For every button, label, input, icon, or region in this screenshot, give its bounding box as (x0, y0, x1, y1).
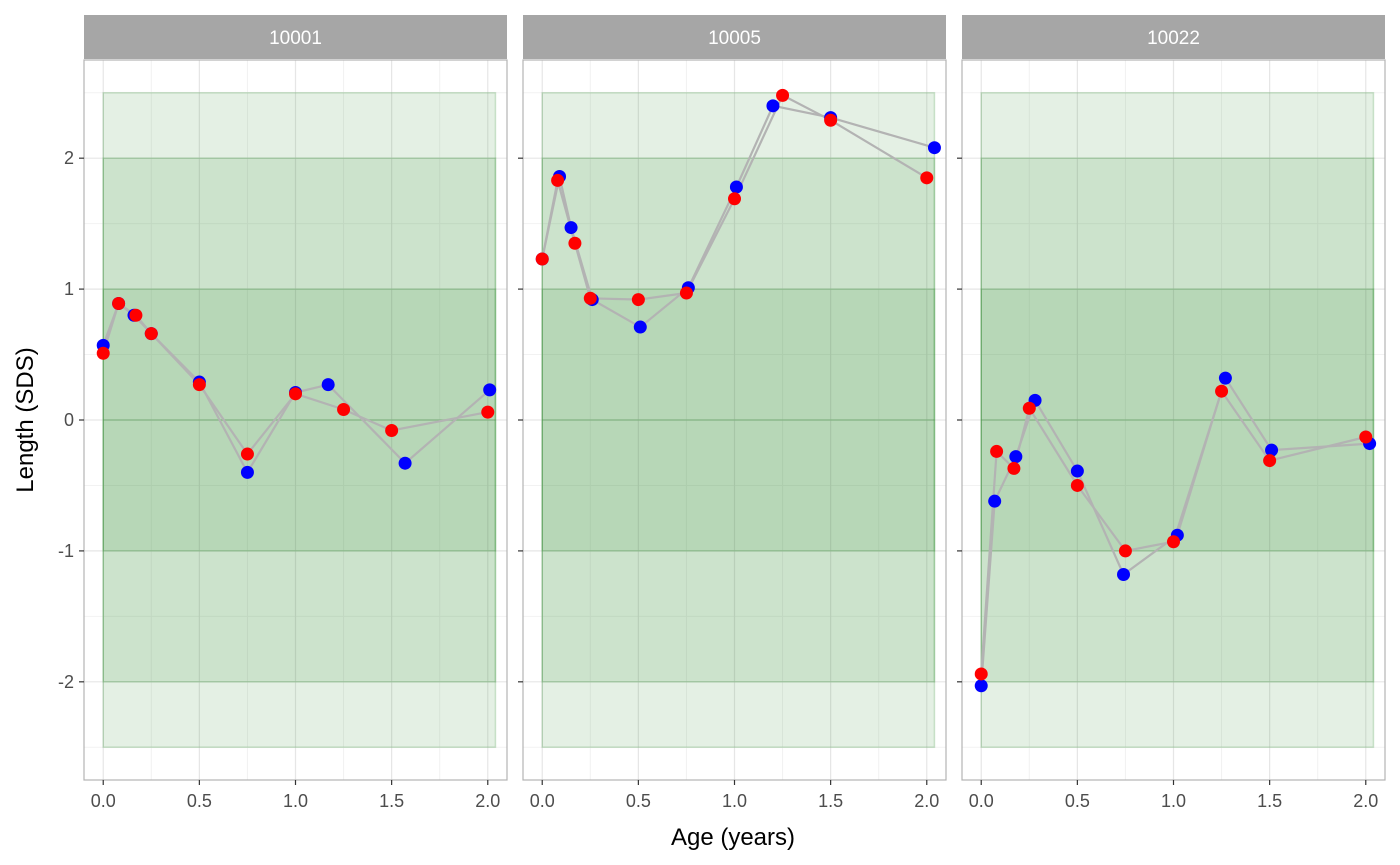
data-point-red (337, 403, 351, 417)
x-tick-label: 0.0 (969, 791, 994, 811)
data-point-blue (564, 221, 578, 235)
data-point-red (1167, 535, 1180, 549)
facet-panel-10005: 10005 0.0 0.5 1.0 1.5 2.0 (518, 15, 947, 811)
data-point-red (824, 113, 838, 127)
series-line-blue (541, 104, 935, 329)
y-tick-label: -1 (58, 541, 74, 561)
data-point-blue (240, 465, 254, 479)
data-point-blue (1117, 567, 1131, 581)
x-tick-label: 1.0 (1161, 791, 1186, 811)
data-point-red (481, 405, 495, 419)
x-tick-label: 1.0 (283, 791, 308, 811)
facet-strip-label: 10005 (708, 28, 761, 49)
data-point-blue (766, 99, 780, 113)
data-point-blue (988, 494, 1002, 508)
data-point-red (1070, 478, 1084, 492)
data-point-red (583, 291, 597, 305)
data-point-blue (1218, 371, 1232, 385)
y-tick-label: 0 (64, 410, 74, 430)
data-point-blue (398, 456, 412, 470)
x-tick-label: 0.0 (530, 791, 555, 811)
data-point-blue (321, 378, 335, 392)
data-point-red (631, 293, 645, 307)
data-point-red (240, 447, 254, 461)
data-point-red (112, 296, 126, 310)
x-tick-label: 0.0 (91, 791, 116, 811)
facet-strip (962, 15, 1385, 59)
facet-panel-10022: 10022 0.0 0.5 1.0 1.5 2.0 (957, 15, 1386, 811)
reference-band (102, 91, 497, 749)
reference-band (102, 157, 497, 683)
data-point-red (1263, 454, 1277, 468)
x-tick-label: 0.5 (626, 791, 651, 811)
data-point-red (129, 308, 143, 322)
data-point-red (568, 236, 582, 250)
data-point-red (535, 252, 549, 266)
reference-band (541, 157, 936, 683)
x-tick-label: 1.5 (379, 791, 404, 811)
y-tick-label: 2 (64, 148, 74, 168)
x-tick-label: 0.5 (1065, 791, 1090, 811)
x-tick-label: 0.5 (187, 791, 212, 811)
series-line-red (541, 93, 928, 301)
data-point-red (920, 171, 934, 185)
data-point-red (289, 387, 302, 401)
data-point-blue (483, 383, 497, 397)
x-tick-label: 2.0 (1353, 791, 1378, 811)
data-point-red (974, 667, 988, 681)
y-tick-label: 1 (64, 279, 74, 299)
data-point-blue (633, 320, 647, 334)
y-axis-title: Length (SDS) (12, 347, 39, 492)
data-point-red (1359, 430, 1373, 444)
x-tick-label: 1.0 (722, 791, 747, 811)
data-point-red (1215, 384, 1229, 398)
x-tick-label: 1.5 (1257, 791, 1282, 811)
x-tick-label: 1.5 (818, 791, 843, 811)
data-point-red (96, 346, 110, 360)
facet-strip-label: 10001 (269, 28, 322, 49)
data-point-blue (1265, 443, 1279, 457)
data-point-blue (927, 141, 941, 155)
data-point-red (728, 192, 741, 206)
x-axis-title: Age (years) (671, 824, 795, 851)
data-point-red (990, 444, 1004, 458)
data-point-red (679, 286, 693, 300)
data-point-red (144, 327, 158, 341)
data-point-red (1118, 544, 1132, 558)
data-point-red (776, 88, 790, 102)
y-tick-label: -2 (58, 672, 74, 692)
series-line-red (980, 388, 1367, 675)
x-tick-label: 2.0 (475, 791, 500, 811)
data-point-red (192, 378, 206, 392)
reference-band (541, 288, 936, 552)
data-point-blue (1070, 464, 1084, 478)
data-point-blue (729, 180, 743, 194)
data-point-red (551, 173, 565, 187)
data-point-red (1007, 461, 1021, 475)
data-point-blue (974, 679, 988, 693)
facet-strip (84, 15, 507, 59)
facet-strip-label: 10022 (1147, 28, 1200, 49)
series-line-blue (980, 375, 1370, 686)
panels-layer: 10001 0.0 0.5 1.0 1.5 2.0 10005 0.0 0.5 1.0 1.5 2.0… (79, 15, 1386, 811)
facet-strip (523, 15, 946, 59)
reference-band (102, 288, 497, 552)
y-axis: -2 -1 0 1 2 (58, 148, 74, 692)
x-tick-label: 2.0 (914, 791, 939, 811)
facet-panel-10001: 10001 0.0 0.5 1.0 1.5 2.0 (79, 15, 508, 811)
data-point-red (385, 423, 399, 437)
series-line-red (102, 301, 489, 456)
data-point-red (1022, 401, 1036, 415)
data-point-blue (1009, 450, 1023, 464)
